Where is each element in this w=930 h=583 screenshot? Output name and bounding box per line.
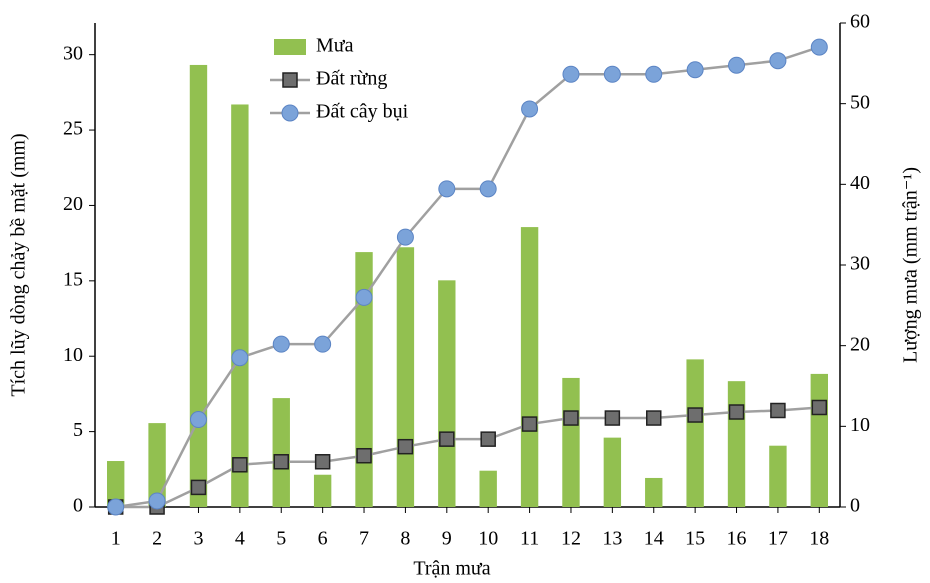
marker — [397, 438, 414, 455]
marker — [645, 65, 663, 83]
y2-axis-label: Lượng mưa (mm trận⁻¹) — [900, 167, 922, 363]
legend-label: Đất cây bụi — [316, 101, 409, 123]
marker — [480, 431, 496, 447]
marker — [439, 431, 455, 447]
marker — [686, 61, 704, 79]
y-tick-label: 10 — [63, 344, 83, 366]
x-tick-label: 4 — [235, 528, 245, 550]
bar — [231, 104, 249, 508]
marker — [189, 411, 207, 429]
marker — [728, 404, 745, 420]
x-tick-label: 12 — [561, 528, 581, 550]
marker — [646, 410, 662, 426]
marker — [355, 288, 373, 306]
y2-tick-label: 60 — [850, 11, 870, 33]
legend-label: Mưa — [316, 35, 354, 57]
marker — [273, 454, 289, 470]
bar — [355, 252, 373, 507]
marker — [521, 416, 538, 432]
marker — [687, 407, 703, 423]
marker — [603, 65, 621, 83]
y2-tick-label: 50 — [850, 91, 870, 113]
marker — [563, 410, 579, 426]
marker — [562, 65, 580, 83]
bar — [645, 477, 663, 507]
y-axis-label: Tích lũy dòng chảy bề mặt (mm) — [8, 133, 30, 396]
marker — [810, 38, 828, 56]
marker — [231, 349, 249, 367]
y-tick-label: 15 — [63, 268, 83, 290]
marker — [604, 410, 621, 426]
bar — [438, 280, 456, 507]
marker — [356, 447, 372, 464]
y2-tick-label: 10 — [850, 414, 870, 436]
x-tick-label: 11 — [520, 528, 539, 550]
bar — [810, 373, 828, 507]
x-tick-label: 16 — [727, 528, 747, 550]
x-tick-label: 1 — [111, 528, 121, 550]
x-tick-label: 5 — [276, 528, 286, 550]
legend-swatch — [274, 39, 306, 55]
legend-marker — [282, 72, 298, 88]
y2-tick-label: 40 — [850, 172, 870, 194]
x-tick-label: 13 — [602, 528, 622, 550]
y-tick-label: 5 — [73, 419, 83, 441]
y2-tick-label: 30 — [850, 253, 870, 275]
y2-tick-label: 0 — [850, 495, 860, 517]
marker — [811, 399, 828, 416]
marker — [728, 56, 746, 74]
marker — [190, 479, 207, 496]
bar — [727, 381, 746, 507]
bar — [520, 227, 539, 507]
bar — [769, 445, 787, 507]
y-tick-label: 30 — [63, 42, 83, 64]
y-tick-label: 25 — [63, 118, 83, 140]
x-axis-label: Trận mưa — [413, 558, 490, 580]
marker — [521, 100, 539, 118]
x-tick-label: 2 — [152, 528, 162, 550]
marker — [769, 52, 787, 70]
marker — [272, 335, 290, 353]
marker — [107, 498, 125, 516]
x-tick-label: 18 — [809, 528, 829, 550]
x-tick-label: 10 — [478, 528, 498, 550]
bar — [686, 359, 704, 507]
line — [115, 406, 820, 509]
bar — [479, 470, 497, 507]
bar — [107, 461, 125, 507]
legend-label: Đất rừng — [316, 68, 387, 90]
marker — [479, 180, 497, 198]
x-tick-label: 9 — [442, 528, 452, 550]
marker — [438, 180, 456, 198]
bar — [603, 437, 622, 507]
legend-marker — [281, 104, 299, 122]
marker — [396, 228, 414, 246]
x-tick-label: 6 — [318, 528, 328, 550]
bar — [148, 423, 166, 507]
bar — [313, 474, 332, 507]
x-tick-label: 15 — [685, 528, 705, 550]
x-tick-label: 8 — [400, 528, 410, 550]
bar — [396, 247, 415, 507]
marker — [148, 492, 166, 510]
x-tick-label: 17 — [768, 528, 788, 550]
marker — [232, 457, 248, 473]
x-tick-label: 7 — [359, 528, 369, 550]
marker — [314, 454, 331, 470]
y-tick-label: 0 — [73, 495, 83, 517]
x-tick-label: 3 — [193, 528, 203, 550]
y-tick-label: 20 — [63, 193, 83, 215]
x-tick-label: 14 — [644, 528, 664, 550]
marker — [770, 402, 786, 419]
bar — [189, 64, 208, 508]
marker — [314, 335, 332, 353]
bar — [272, 398, 290, 507]
y2-tick-label: 20 — [850, 333, 870, 355]
bar — [562, 377, 580, 507]
